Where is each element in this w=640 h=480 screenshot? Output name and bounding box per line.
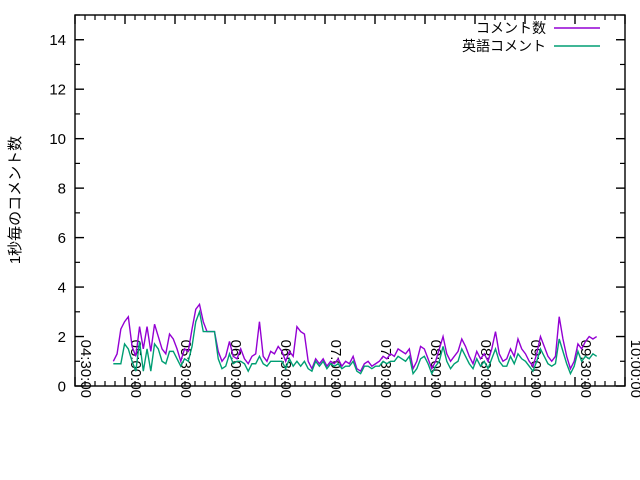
x-tick-label: 10:00:00 xyxy=(627,340,640,398)
y-tick-label: 12 xyxy=(49,82,66,99)
x-axis-ticks xyxy=(74,15,626,386)
y-tick-label: 4 xyxy=(58,280,66,297)
data-series-group xyxy=(112,302,598,376)
y-axis-label: 1秒毎のコメント数 xyxy=(7,136,24,264)
x-tick-label: 04:30:00 xyxy=(77,340,94,398)
x-tick-label: 07:30:00 xyxy=(377,340,394,398)
plot-border xyxy=(74,14,626,387)
x-tick-label: 09:30:00 xyxy=(577,340,594,398)
x-tick-label: 08:00:00 xyxy=(427,340,444,398)
y-axis-tick-labels: 0 2 4 6 8 10 12 14 xyxy=(49,32,66,395)
y-tick-label: 14 xyxy=(49,32,66,49)
y-tick-label: 2 xyxy=(58,329,66,346)
series-line-2 xyxy=(113,309,598,376)
plot-frame xyxy=(74,14,626,387)
legend-label-2: 英語コメント xyxy=(462,38,546,54)
y-tick-label: 8 xyxy=(58,181,66,198)
y-axis-label-text: 1秒毎のコメント数 xyxy=(7,136,24,264)
y-tick-label: 10 xyxy=(49,131,66,148)
x-tick-label: 09:00:00 xyxy=(527,340,544,398)
legend-label-1: コメント数 xyxy=(476,20,546,36)
y-tick-label: 0 xyxy=(58,379,66,396)
x-tick-label: 07:00:00 xyxy=(327,340,344,398)
x-tick-label: 06:00:00 xyxy=(227,340,244,398)
series-line-1 xyxy=(112,302,598,373)
y-axis-ticks xyxy=(75,14,625,387)
y-tick-label: 6 xyxy=(58,230,66,247)
x-axis-tick-labels: 04:30:00 05:00:00 05:30:00 06:00:00 06:30:00… xyxy=(77,340,640,398)
